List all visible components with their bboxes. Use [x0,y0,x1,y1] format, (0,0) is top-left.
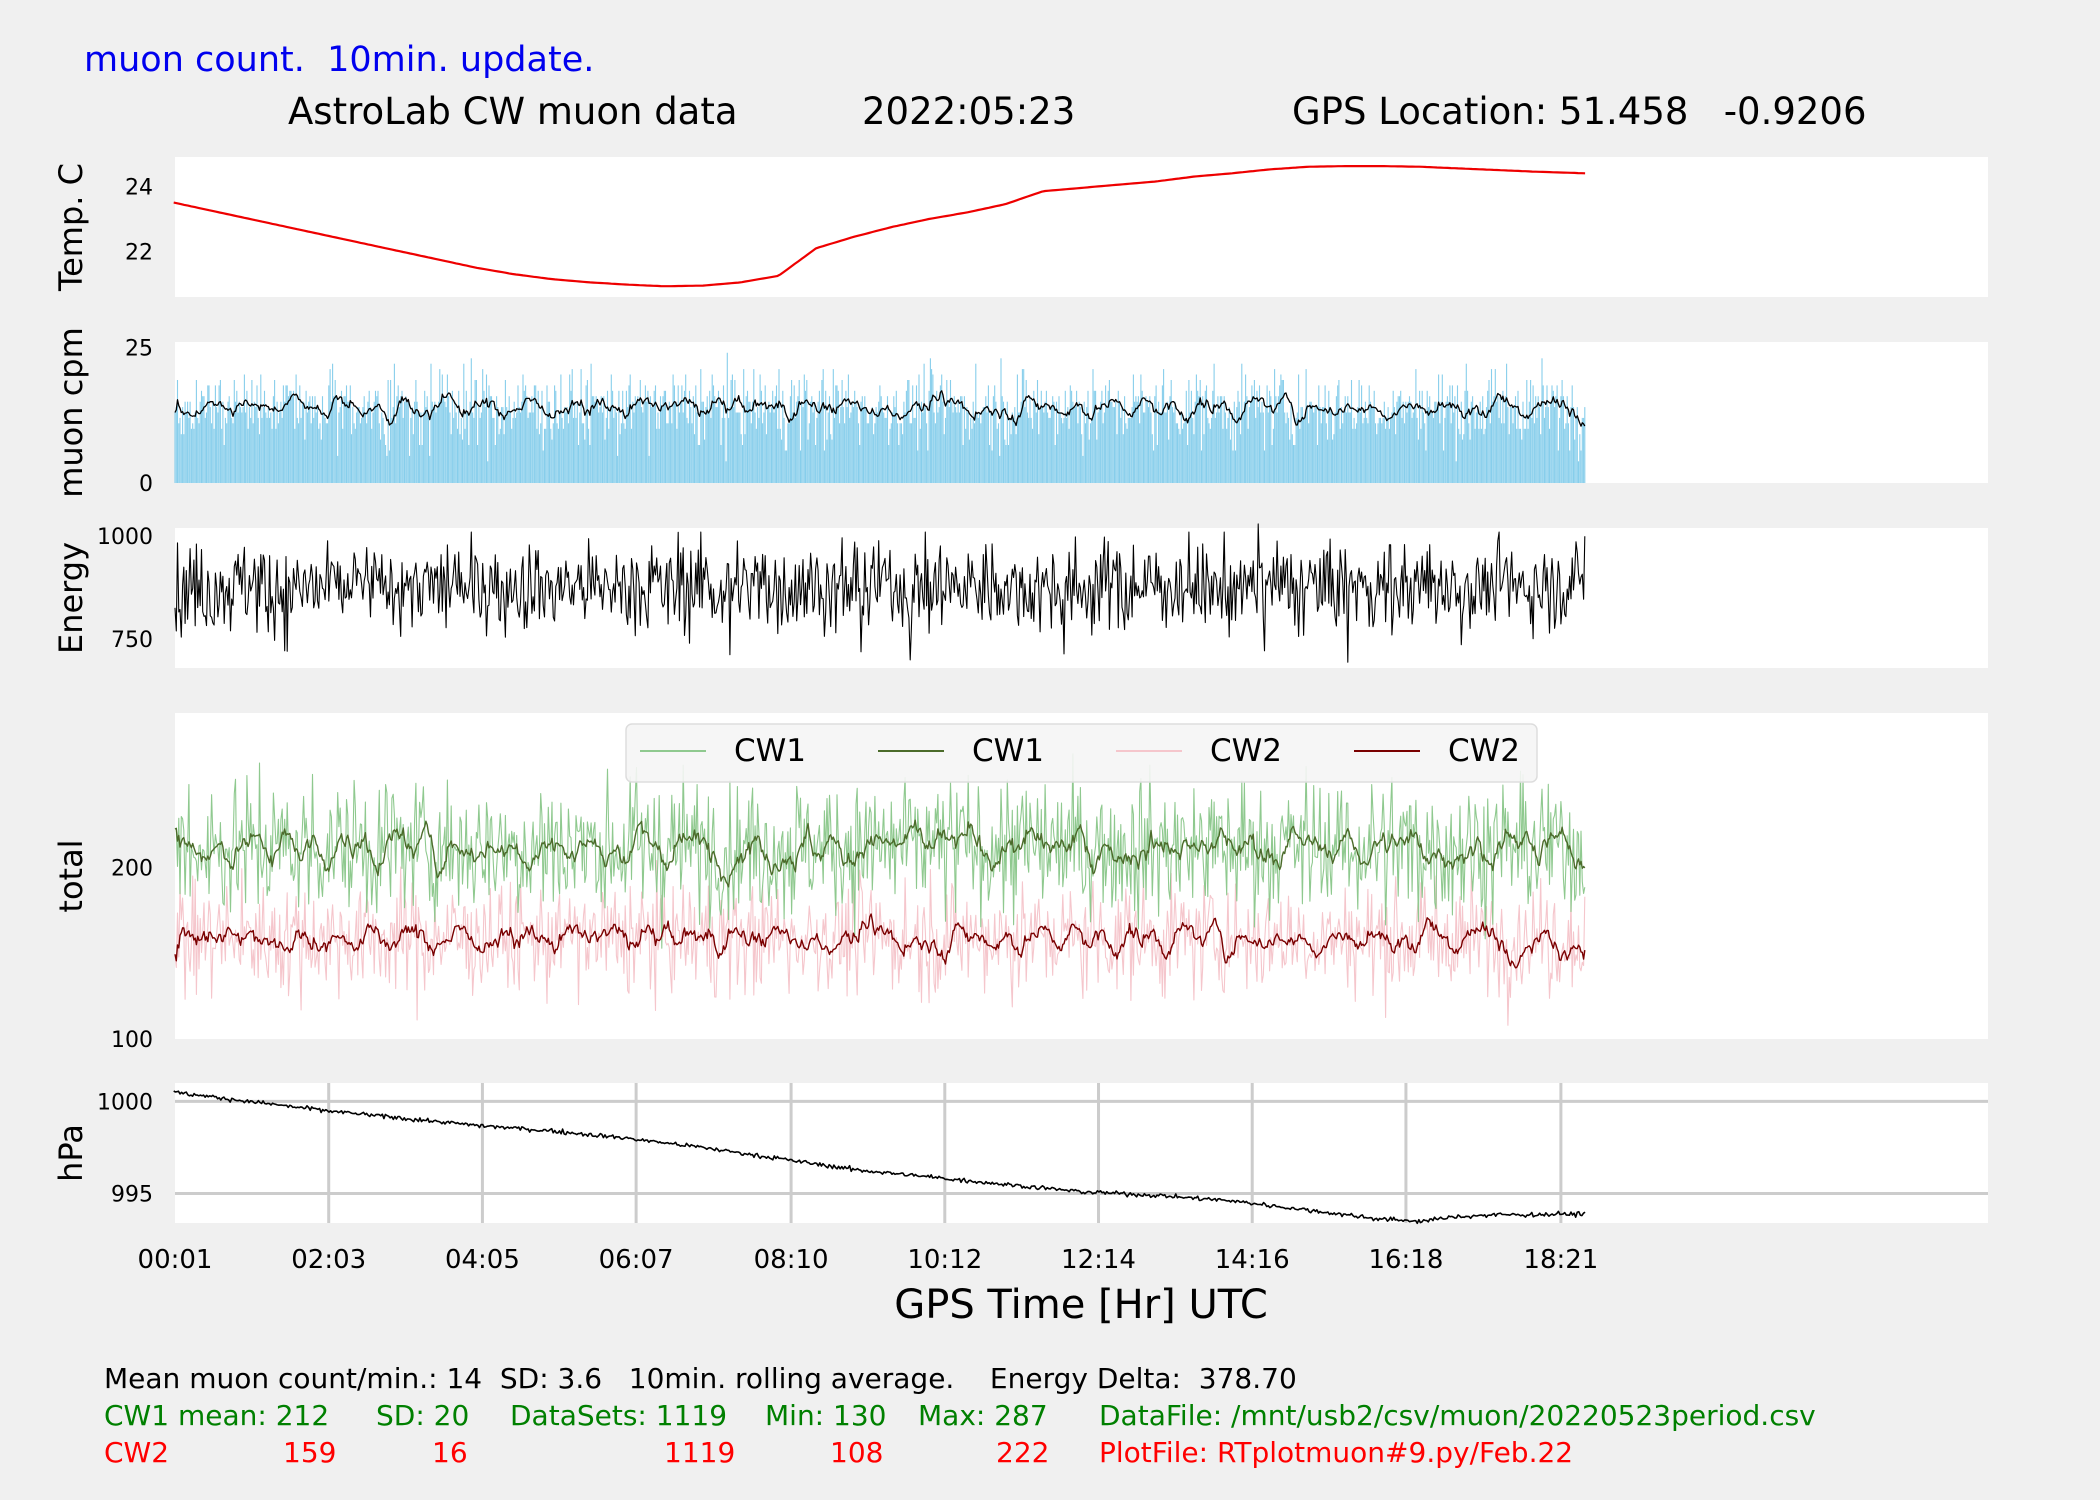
legend-label-cw1-1: CW1 [972,733,1044,769]
muon-rolling-average [174,390,1586,427]
ytick-total-200: 200 [111,856,153,881]
xtick-0001: 00:01 [138,1245,213,1275]
cw1-sd: SD: 20 [376,1399,470,1432]
xtick-0607: 06:07 [599,1245,674,1275]
chart-date: 2022:05:23 [862,90,1076,133]
ytick-muon_cpm-25: 25 [125,336,153,361]
energy-line [174,523,1586,663]
ylabel-temperature: Temp. C [52,163,90,292]
ytick-temperature-22: 22 [125,240,153,265]
xtick-1821: 18:21 [1523,1245,1598,1275]
cw2-label: CW2 [104,1436,170,1469]
ytick-pressure-1000: 1000 [97,1090,153,1115]
cw2-sd: 16 [432,1436,468,1469]
panel-temperature [175,157,1988,297]
xtick-0810: 08:10 [754,1245,829,1275]
cw2-plotfile: PlotFile: RTplotmuon#9.py/Feb.22 [1099,1436,1574,1469]
gps-location: GPS Location: 51.458 -0.9206 [1292,90,1867,133]
summary-stats: Mean muon count/min.: 14 SD: 3.6 10min. … [104,1362,1297,1395]
cw2-mean: 159 [283,1436,337,1469]
legend-label-cw2-3: CW2 [1448,733,1520,769]
ylabel-pressure: hPa [52,1124,90,1182]
xtick-1214: 12:14 [1061,1245,1136,1275]
cw1-min: Min: 130 [765,1399,887,1432]
grid-lines [175,1083,1988,1223]
ytick-muon_cpm-0: 0 [139,472,153,497]
panel-backgrounds [175,157,1988,1223]
cw2-max: 222 [996,1436,1050,1469]
xtick-0203: 02:03 [291,1245,366,1275]
cw1-max: Max: 287 [918,1399,1048,1432]
temperature-line [173,165,1586,288]
legend-box [625,723,1538,783]
cw1-mean: CW1 mean: 212 [104,1399,330,1432]
ylabel-energy: Energy [52,542,90,654]
legend-label-cw2-2: CW2 [1210,733,1282,769]
ytick-energy-1000: 1000 [97,525,153,550]
cw2-datasets: 1119 [664,1436,736,1469]
cw1-datasets: DataSets: 1119 [510,1399,728,1432]
muon-count-bars [174,352,1586,483]
xlabel: GPS Time [Hr] UTC [894,1282,1268,1328]
cw2-rolling-line [174,913,1586,969]
cw1-datafile: DataFile: /mnt/usb2/csv/muon/20220523per… [1099,1399,1816,1432]
ytick-energy-750: 750 [111,628,153,653]
chart-title: AstroLab CW muon data [288,90,738,133]
ytick-total-100: 100 [111,1028,153,1053]
ytick-temperature-24: 24 [125,175,153,200]
xtick-1416: 14:16 [1215,1245,1290,1275]
total-legend: CW1 CW1 CW2 CW2 [625,723,1538,783]
data-series: CW1 CW1 CW2 CW2 [173,165,1586,1225]
xtick-1618: 16:18 [1368,1245,1443,1275]
cw2-raw-line [174,860,1586,1026]
xtick-0405: 04:05 [445,1245,520,1275]
cw1-rolling-line [174,819,1586,888]
axis-labels: 22 24 Temp. C 0 25 muon cpm 750 1000 Energy 100 20… [52,163,1598,1328]
ylabel-muon_cpm: muon cpm [52,327,90,498]
update-note: muon count. 10min. update. [84,40,595,80]
ytick-pressure-995: 995 [111,1183,153,1208]
xtick-1012: 10:12 [907,1245,982,1275]
panel-pressure [175,1083,1988,1223]
cw2-min: 108 [830,1436,884,1469]
ylabel-total: total [52,839,90,912]
legend-label-cw1-0: CW1 [734,733,806,769]
pressure-line [173,1090,1586,1225]
